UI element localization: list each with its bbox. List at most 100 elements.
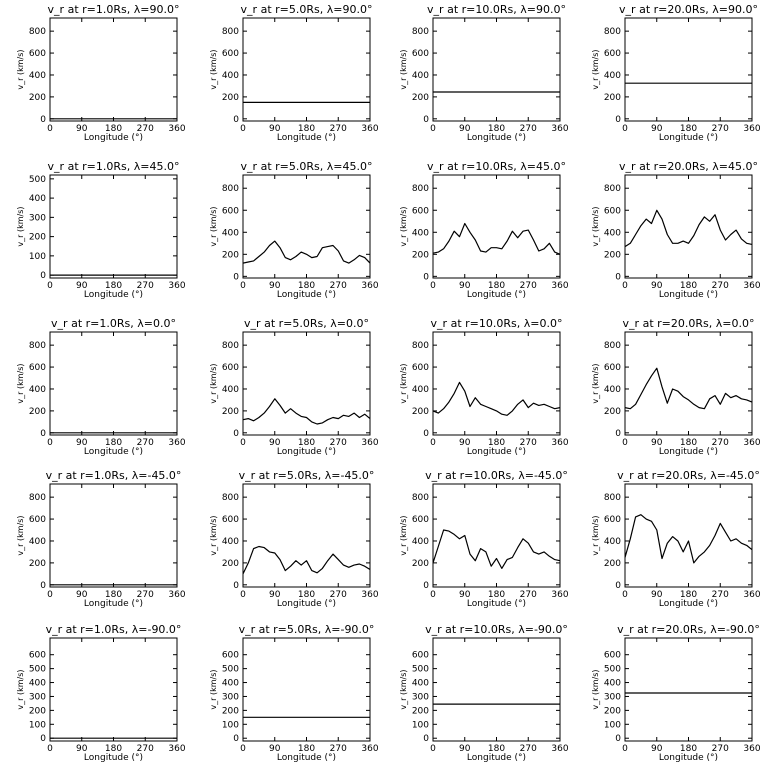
- y-axis-label: v_r (km/s): [16, 49, 25, 89]
- y-axis-label: v_r (km/s): [209, 669, 218, 709]
- data-line: [624, 209, 753, 248]
- plot-frame: [49, 331, 178, 436]
- panel-0-2: v_r at r=10.0Rs, λ=90.0° 0 90 180 270 360 0 200…: [399, 3, 569, 143]
- x-tick-label: 360: [168, 124, 185, 134]
- y-tick-label: 200: [222, 706, 239, 716]
- y-tick-label: 300: [412, 692, 429, 702]
- y-tick-label: 800: [412, 341, 429, 351]
- y-tick-label: 800: [222, 27, 239, 37]
- y-tick-label: 600: [412, 206, 429, 216]
- panel-2-3: v_r at r=20.0Rs, λ=0.0° 0 90 180 270 360 0 200 4…: [591, 317, 761, 457]
- x-tick-label: 180: [298, 124, 315, 134]
- y-tick-label: 200: [29, 233, 46, 243]
- x-tick-label: 270: [137, 124, 154, 134]
- y-tick-label: 400: [412, 71, 429, 81]
- x-axis-label: Longitude (°): [467, 753, 526, 763]
- x-tick-label: 360: [551, 281, 568, 291]
- y-tick-label: 200: [412, 407, 429, 417]
- x-tick-label: 90: [269, 124, 281, 134]
- x-tick-label: 180: [488, 438, 505, 448]
- panel-title: v_r at r=10.0Rs, λ=-45.0°: [425, 469, 568, 482]
- y-tick-label: 400: [604, 385, 621, 395]
- x-axis-label: Longitude (°): [467, 290, 526, 300]
- plot-frame: [242, 331, 371, 436]
- x-axis-label: Longitude (°): [277, 447, 336, 457]
- x-axis-label: Longitude (°): [659, 133, 718, 143]
- data-line: [242, 240, 371, 264]
- x-axis-label: Longitude (°): [659, 447, 718, 457]
- y-tick-label: 200: [29, 93, 46, 103]
- panel-3-1: v_r at r=5.0Rs, λ=-45.0° 0 90 180 270 360 0 200…: [209, 469, 379, 609]
- x-tick-label: 90: [269, 590, 281, 600]
- x-tick-label: 0: [430, 438, 436, 448]
- x-tick-label: 270: [712, 744, 729, 754]
- y-tick-label: 400: [412, 537, 429, 547]
- plot-frame: [49, 483, 178, 588]
- y-tick-label: 0: [40, 581, 46, 591]
- y-axis-label: v_r (km/s): [16, 669, 25, 709]
- y-tick-label: 0: [615, 734, 621, 744]
- y-tick-label: 600: [412, 49, 429, 59]
- x-tick-label: 0: [240, 124, 246, 134]
- y-tick-label: 500: [29, 175, 46, 185]
- panel-3-2: v_r at r=10.0Rs, λ=-45.0° 0 90 180 270 360 0 20…: [399, 469, 569, 609]
- x-tick-label: 180: [680, 124, 697, 134]
- panel-title: v_r at r=20.0Rs, λ=0.0°: [623, 317, 755, 330]
- x-tick-label: 90: [459, 438, 471, 448]
- x-tick-label: 270: [712, 438, 729, 448]
- y-axis-label: v_r (km/s): [209, 515, 218, 555]
- panel-4-2: v_r at r=10.0Rs, λ=-90.0° 0 90 180 270 360 0 10…: [399, 623, 569, 763]
- y-tick-label: 300: [222, 692, 239, 702]
- y-tick-label: 200: [604, 706, 621, 716]
- x-tick-label: 90: [459, 124, 471, 134]
- x-tick-label: 90: [76, 281, 88, 291]
- x-tick-label: 270: [520, 281, 537, 291]
- y-tick-label: 0: [615, 429, 621, 439]
- panel-title: v_r at r=5.0Rs, λ=-90.0°: [239, 623, 375, 636]
- panel-title: v_r at r=10.0Rs, λ=0.0°: [431, 317, 563, 330]
- x-tick-label: 180: [105, 124, 122, 134]
- x-tick-label: 90: [459, 281, 471, 291]
- x-tick-label: 90: [269, 744, 281, 754]
- x-tick-label: 180: [680, 590, 697, 600]
- x-tick-label: 270: [520, 124, 537, 134]
- x-tick-label: 270: [137, 590, 154, 600]
- y-tick-label: 400: [604, 537, 621, 547]
- y-axis-label: v_r (km/s): [591, 206, 600, 246]
- x-tick-label: 90: [651, 124, 663, 134]
- x-tick-label: 180: [488, 590, 505, 600]
- x-tick-label: 0: [622, 124, 628, 134]
- y-tick-label: 200: [29, 706, 46, 716]
- x-tick-label: 0: [430, 124, 436, 134]
- x-tick-label: 90: [651, 744, 663, 754]
- x-tick-label: 90: [651, 590, 663, 600]
- y-tick-label: 100: [29, 720, 46, 730]
- x-tick-label: 0: [430, 744, 436, 754]
- y-tick-label: 100: [604, 720, 621, 730]
- plot-frame: [242, 17, 371, 122]
- x-tick-label: 270: [330, 124, 347, 134]
- y-tick-label: 0: [615, 581, 621, 591]
- y-tick-label: 500: [412, 665, 429, 675]
- y-tick-label: 200: [412, 559, 429, 569]
- x-tick-label: 0: [240, 281, 246, 291]
- panel-title: v_r at r=5.0Rs, λ=0.0°: [244, 317, 369, 330]
- x-axis-label: Longitude (°): [84, 447, 143, 457]
- y-tick-label: 600: [222, 515, 239, 525]
- panel-title: v_r at r=20.0Rs, λ=90.0°: [619, 3, 758, 16]
- x-tick-label: 0: [240, 438, 246, 448]
- x-tick-label: 360: [551, 124, 568, 134]
- y-tick-label: 800: [29, 493, 46, 503]
- y-tick-label: 0: [615, 272, 621, 282]
- plot-frame: [624, 331, 753, 436]
- y-tick-label: 300: [29, 213, 46, 223]
- x-tick-label: 180: [105, 590, 122, 600]
- x-tick-label: 360: [168, 438, 185, 448]
- panel-3-0: v_r at r=1.0Rs, λ=-45.0° 0 90 180 270 360 0 200…: [16, 469, 186, 609]
- y-tick-label: 400: [29, 537, 46, 547]
- x-tick-label: 360: [743, 124, 760, 134]
- y-tick-label: 0: [40, 734, 46, 744]
- x-axis-label: Longitude (°): [659, 753, 718, 763]
- x-tick-label: 180: [488, 124, 505, 134]
- y-axis-label: v_r (km/s): [591, 515, 600, 555]
